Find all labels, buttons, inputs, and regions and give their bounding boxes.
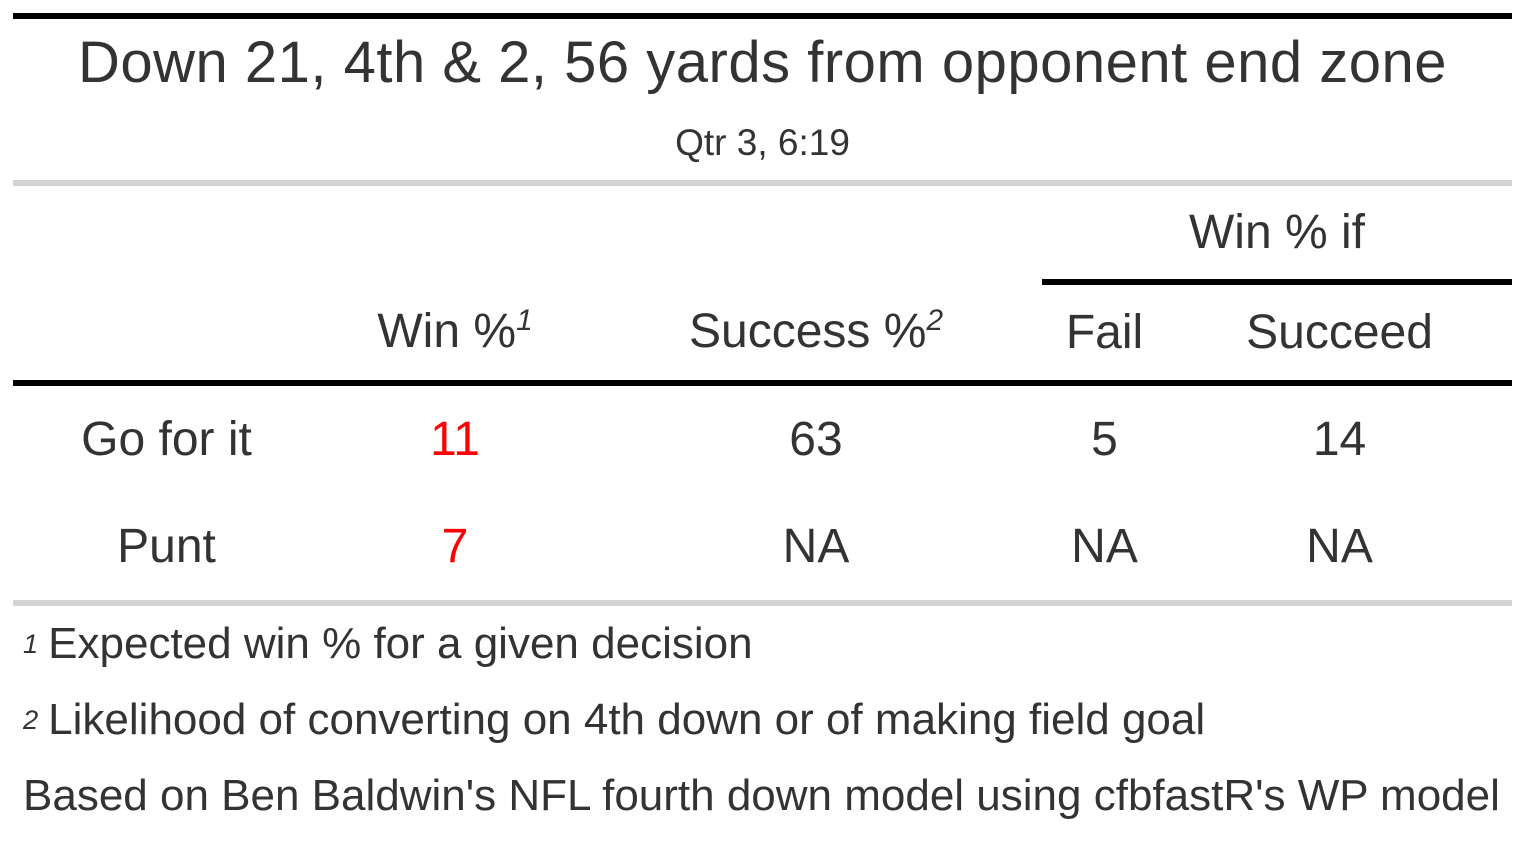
table-row-go-for-it: Go for it 11 63 5 14 xyxy=(13,383,1512,493)
row-label-go-for-it: Go for it xyxy=(81,413,252,466)
column-header-succeed: Succeed xyxy=(1167,282,1513,386)
cell-go-for-it-succeed: 14 xyxy=(1312,413,1367,466)
data-table: Win % if Win %1 Success %2 Fail Succeed … xyxy=(13,186,1513,606)
table-title: Down 21, 4th & 2, 56 yards from opponent… xyxy=(77,29,1448,95)
column-spanner-win-pct-if: Win % if xyxy=(1042,186,1513,285)
footnote-1: 1 Expected win % for a given decision xyxy=(23,619,753,668)
footnote-2: 2 Likelihood of converting on 4th down or… xyxy=(23,695,1206,744)
cell-punt-win-pct: 7 xyxy=(320,493,590,606)
column-header-row: Win %1 Success %2 Fail Succeed xyxy=(13,282,1513,386)
cell-punt-success-pct: NA xyxy=(590,493,1042,606)
spanner-spacer xyxy=(13,186,1042,282)
table-footer: 1 Expected win % for a given decision 2 Li… xyxy=(13,606,1512,834)
cell-go-for-it-fail: 5 xyxy=(1091,413,1118,466)
table-row-punt: Punt 7 NA NA NA xyxy=(13,493,1513,606)
footnote-mark-2: 2 xyxy=(926,303,943,337)
footnote-mark-1: 1 xyxy=(516,303,533,337)
cell-punt-succeed: NA xyxy=(1167,493,1513,606)
footnote-1-text: Expected win % for a given decision xyxy=(48,619,753,668)
row-label-punt: Punt xyxy=(13,493,320,606)
column-header-stub xyxy=(13,282,320,386)
cell-go-for-it-win-pct: 11 xyxy=(430,413,480,466)
footnote-2-text: Likelihood of converting on 4th down or … xyxy=(48,695,1206,744)
cell-go-for-it-success-pct: 63 xyxy=(789,413,843,466)
column-header-win-pct-label: Win % xyxy=(377,304,517,358)
source-note: Based on Ben Baldwin's NFL fourth down m… xyxy=(23,771,1500,820)
spanner-row: Win % if xyxy=(13,186,1513,285)
column-header-success-pct: Success %2 xyxy=(590,282,1042,386)
cell-punt-fail: NA xyxy=(1042,493,1167,606)
decision-table: Down 21, 4th & 2, 56 yards from opponent… xyxy=(13,13,1513,834)
column-header-fail: Fail xyxy=(1042,282,1167,386)
column-header-success-pct-label: Success % xyxy=(689,304,927,358)
table-subtitle: Qtr 3, 6:19 xyxy=(13,105,1512,186)
column-header-win-pct: Win %1 xyxy=(320,282,590,386)
